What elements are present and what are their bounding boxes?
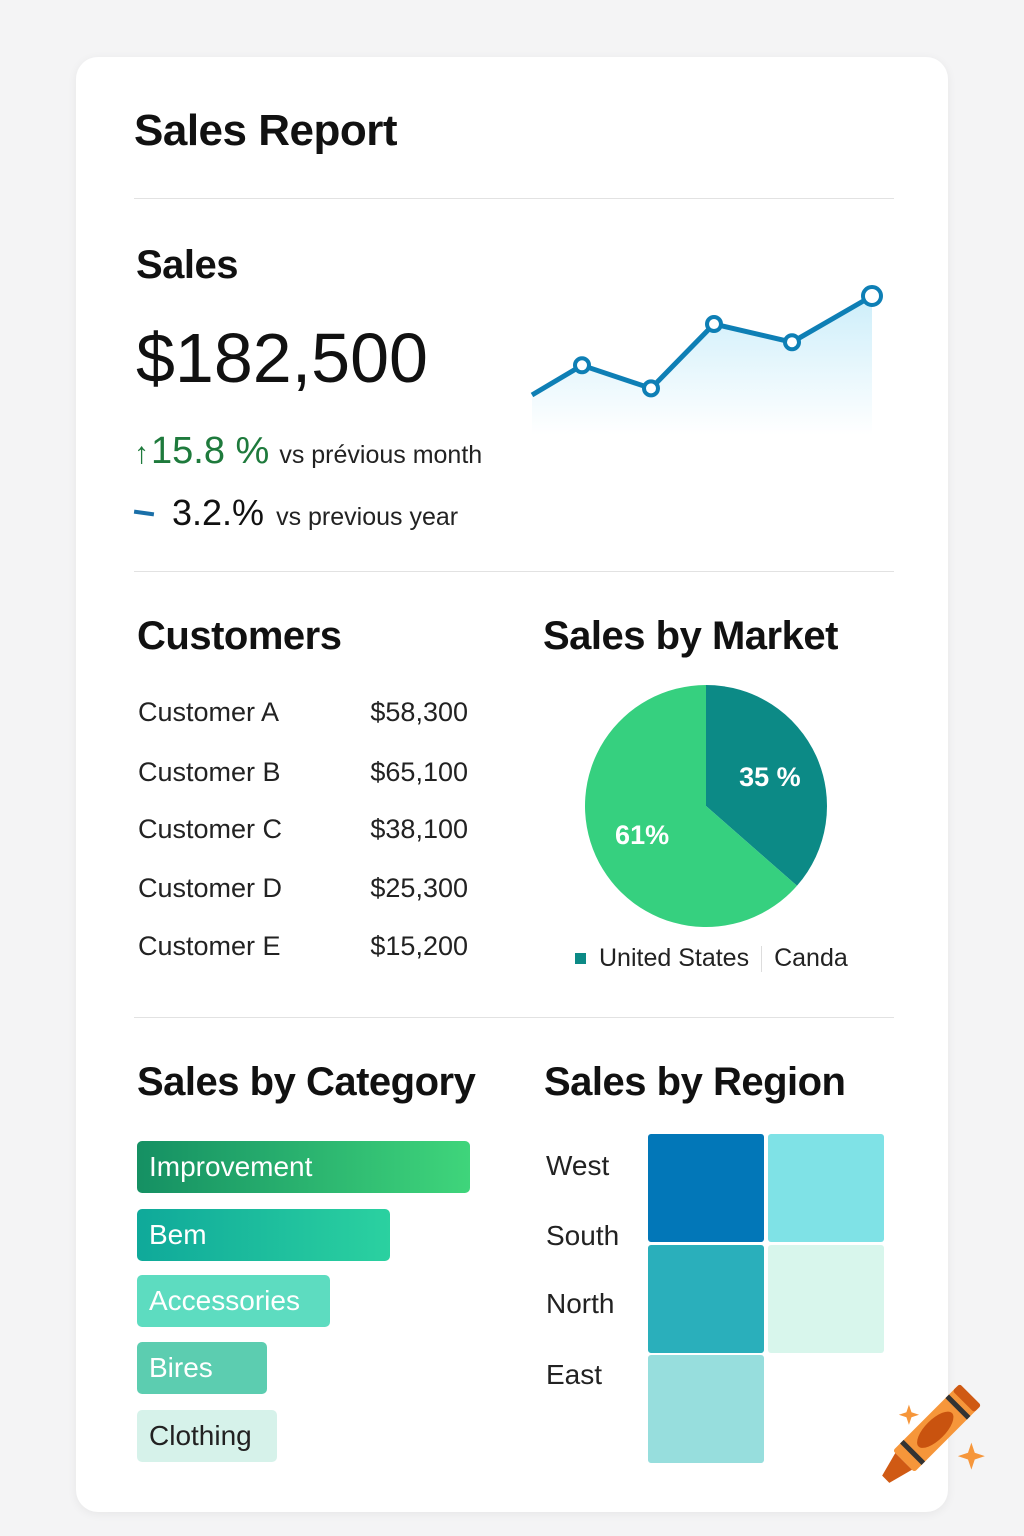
heatmap-cell [648,1245,764,1353]
month-change-value: 15.8 % [151,430,270,472]
customer-amount: $58,300 [370,697,468,727]
category-label: Clothing [149,1420,252,1451]
category-label: Accessories [149,1285,300,1316]
divider [134,571,894,572]
year-change: 3.2.% vs previous year [133,492,459,534]
customer-amount: $65,100 [370,757,468,787]
heatmap-cell [768,1134,884,1242]
region-heading: Sales by Region [544,1060,846,1104]
divider [134,198,894,199]
customer-name: Customer E [138,931,281,961]
region-label: East [546,1359,603,1390]
heatmap-cell [648,1134,764,1242]
sparkline-area [532,296,872,435]
category-bar: Bem [137,1209,391,1261]
sales-heading: Sales [136,243,239,287]
legend-divider [761,945,763,972]
customers-heading: Customers [137,614,342,658]
page-title: Sales Report [134,106,397,155]
sparkline-point [705,315,723,334]
sparkline-point [573,356,591,375]
customer-name: Customer C [138,814,283,844]
sparkline-point [861,285,883,307]
heatmap-cell [648,1355,764,1463]
pie-label: 61% [615,820,669,850]
sales-sparkline [530,285,883,435]
category-bar: Clothing [137,1410,277,1462]
category-label: Improvement [149,1151,313,1182]
market-pie: 35 % 61% [584,685,827,927]
sales-total: $182,500 [136,319,428,397]
customer-name: Customer A [138,697,280,727]
category-bar: Improvement [137,1141,470,1193]
category-bar: Accessories [137,1275,331,1327]
legend-united-states: United States [599,944,750,972]
customer-name: Customer D [138,873,283,903]
pie-slice [706,685,827,886]
month-change-label: vs prévious month [279,441,483,469]
pie-label: 35 % [739,762,801,792]
customer-name: Customer B [138,757,281,787]
region-label: North [546,1288,615,1319]
category-heading: Sales by Category [137,1060,476,1104]
heatmap-cell [768,1245,884,1353]
sparkline-line [530,293,874,398]
pie-slice [584,685,797,927]
category-bar: Bires [137,1342,267,1394]
customer-amount: $38,100 [370,814,468,844]
region-label: South [546,1220,620,1251]
customer-amount: $25,300 [370,873,468,903]
year-change-label: vs previous year [276,503,459,531]
dash-icon [133,509,155,517]
year-change-value: 3.2.% [172,492,265,533]
crayon-logo-icon [882,1384,985,1483]
sparkline-point [642,379,660,398]
pie-legend: United States Canda [575,944,848,973]
month-change: ↑ 15.8 % vs prévious month [134,430,482,473]
category-label: Bem [149,1219,207,1250]
legend-swatch [575,953,586,964]
market-heading: Sales by Market [543,614,838,658]
divider [134,1017,894,1018]
category-label: Bires [149,1352,213,1383]
region-label: West [546,1150,610,1181]
customer-amount: $15,200 [370,931,468,961]
legend-canada: Canda [774,944,848,972]
sparkline-point [783,333,801,352]
arrow-up-icon: ↑ [134,437,149,470]
